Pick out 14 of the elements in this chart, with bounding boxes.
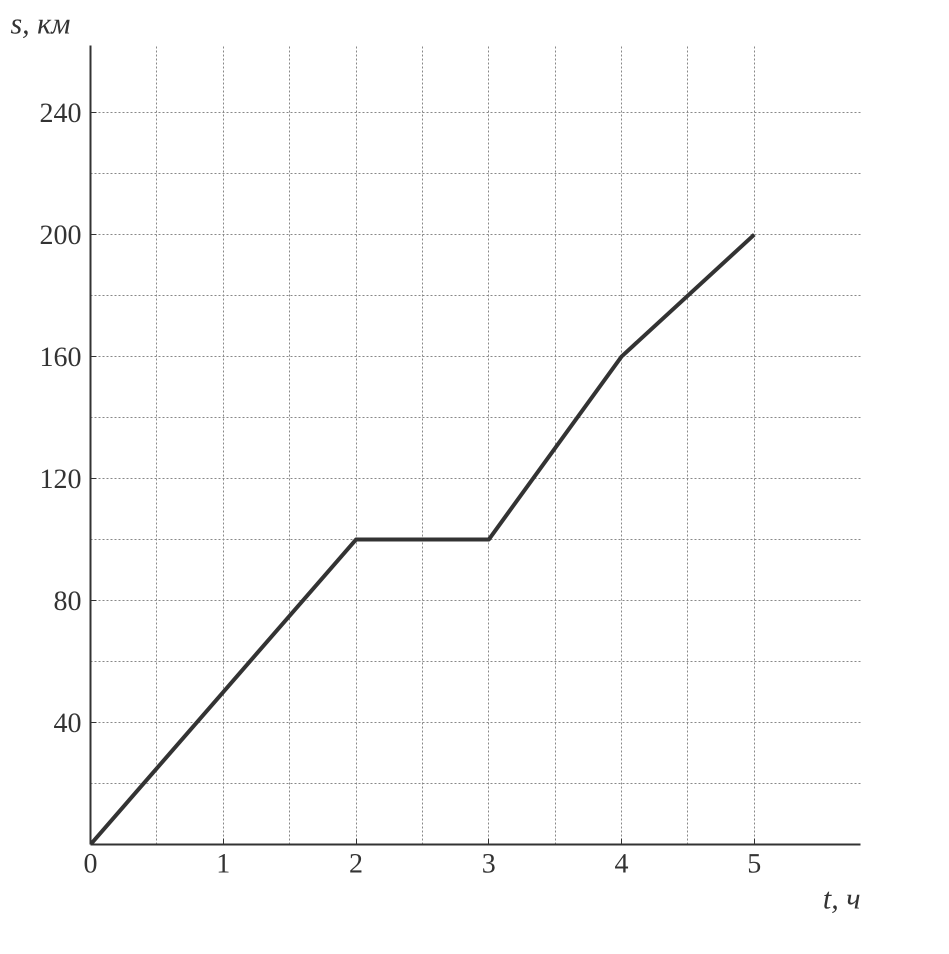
x-axis-title: t, ч	[822, 882, 861, 916]
y-tick-label: 120	[40, 464, 82, 496]
x-tick-label: 5	[747, 848, 762, 880]
x-tick-label: 2	[349, 848, 364, 880]
y-tick-label: 160	[40, 342, 82, 374]
y-tick-label: 240	[40, 98, 82, 130]
y-axis-title: s, км	[10, 8, 70, 40]
y-tick-label: 80	[54, 586, 82, 618]
x-tick-label: 0	[84, 848, 98, 880]
x-tick-label: 4	[614, 848, 629, 880]
y-tick-label: 40	[54, 708, 82, 740]
x-tick-label: 1	[216, 848, 230, 880]
x-tick-label: 3	[482, 848, 496, 880]
y-tick-label: 200	[40, 220, 82, 252]
